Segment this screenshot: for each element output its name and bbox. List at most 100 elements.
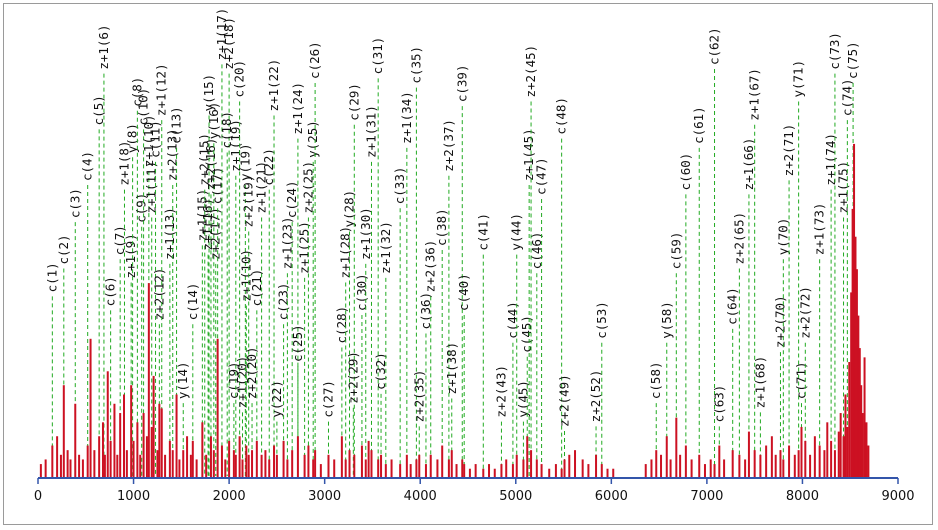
spectrum-bar bbox=[212, 450, 215, 478]
annotation-label: c(2) bbox=[56, 234, 71, 264]
annotation-label: y(22) bbox=[269, 380, 284, 418]
spectrum-bar bbox=[201, 422, 204, 478]
spectrum-bar bbox=[830, 440, 833, 478]
annotation-label: c(38) bbox=[434, 208, 449, 246]
spectrum-bar bbox=[554, 464, 557, 478]
annotation-label: y(28) bbox=[342, 190, 357, 228]
annotation-label: c(32) bbox=[373, 352, 388, 390]
spectrum-bar bbox=[51, 445, 54, 478]
spectrum-bar bbox=[103, 454, 106, 478]
spectrum-bar bbox=[415, 459, 418, 478]
annotation-label: c(19) bbox=[226, 361, 241, 399]
spectrum-bar bbox=[319, 464, 322, 478]
annotation-label: c(61) bbox=[691, 106, 706, 144]
spectrum-bar bbox=[291, 450, 294, 478]
annotation-label: z+1(17) bbox=[214, 8, 229, 61]
annotation-label: y(70) bbox=[775, 218, 790, 256]
spectrum-bar bbox=[81, 459, 84, 478]
spectrum-bar bbox=[655, 450, 658, 478]
spectrum-bar bbox=[788, 445, 791, 478]
spectrum-bar bbox=[675, 417, 678, 478]
spectrum-bar bbox=[158, 403, 161, 478]
annotation-label: z+1(10) bbox=[141, 114, 156, 167]
annotation-label: c(35) bbox=[408, 46, 423, 84]
spectrum-bar bbox=[779, 450, 782, 478]
spectrum-bar bbox=[191, 440, 194, 478]
spectrum-bar bbox=[353, 454, 356, 478]
spectrum-bar bbox=[113, 403, 116, 478]
annotation-label: z+1(22) bbox=[266, 59, 281, 112]
spectrum-bar bbox=[813, 436, 816, 478]
spectrum-bar bbox=[837, 431, 840, 478]
spectrum-bar bbox=[132, 440, 135, 478]
x-tick-label: 2000 bbox=[213, 489, 246, 504]
annotation-label: c(45) bbox=[519, 315, 534, 353]
annotation-label: y(25) bbox=[305, 120, 320, 158]
annotation-label: z+1(38) bbox=[444, 342, 459, 395]
annotation-label: z+2(45) bbox=[523, 45, 538, 98]
annotation-label: z+2(37) bbox=[441, 119, 456, 172]
annotation-label: c(40) bbox=[456, 273, 471, 311]
spectrum-bar bbox=[424, 464, 427, 478]
annotation-label: c(26) bbox=[307, 41, 322, 79]
annotation-label: c(63) bbox=[711, 385, 726, 423]
spectrum-bar bbox=[600, 464, 603, 478]
spectrum-bar bbox=[145, 436, 148, 478]
spectrum-bar bbox=[224, 459, 227, 478]
spectrum-bar bbox=[450, 450, 453, 478]
spectrum-bar bbox=[86, 445, 89, 478]
spectrum-bar bbox=[364, 459, 367, 478]
annotation-label: z+2(72) bbox=[797, 286, 812, 339]
spectrum-bar bbox=[142, 413, 145, 478]
annotation-label: c(41) bbox=[475, 213, 490, 251]
annotation-label: z+1(13) bbox=[162, 207, 177, 260]
spectrum-bar bbox=[152, 375, 155, 478]
annotation-label: c(9) bbox=[134, 193, 149, 223]
spectrum-bar bbox=[461, 459, 464, 478]
annotation-label: y(15) bbox=[201, 74, 216, 112]
annotation-label: z+2(17) bbox=[208, 207, 223, 260]
spectrum-bar bbox=[168, 440, 171, 478]
spectrum-bar bbox=[119, 413, 122, 478]
annotation-label: c(62) bbox=[707, 27, 722, 65]
spectrum-bar bbox=[848, 362, 851, 478]
spectrum-bar bbox=[568, 454, 571, 478]
spectrum-bar bbox=[380, 454, 383, 478]
annotation-label: z+1(34) bbox=[399, 91, 414, 144]
spectrum-bar bbox=[178, 459, 181, 478]
annotation-label: c(18) bbox=[219, 111, 234, 149]
annotation-label: z+2(15) bbox=[197, 133, 212, 186]
spectrum-bar bbox=[844, 394, 847, 478]
annotation-label: c(27) bbox=[320, 380, 335, 418]
spectrum-bar bbox=[156, 450, 159, 478]
spectrum-bar bbox=[409, 464, 412, 478]
spectrum-bar bbox=[713, 464, 716, 478]
annotation-label: z+2(71) bbox=[781, 124, 796, 177]
spectrum-bar bbox=[867, 445, 870, 478]
spectrum-bar bbox=[275, 454, 278, 478]
annotation-label: z+2(29) bbox=[345, 351, 360, 404]
bars-layer bbox=[39, 143, 870, 479]
spectrum-bar bbox=[340, 436, 343, 478]
x-tick-label: 1000 bbox=[117, 489, 150, 504]
spectrum-bar bbox=[109, 440, 112, 478]
spectrum-bar bbox=[66, 450, 69, 478]
annotation-label: y(16) bbox=[206, 102, 221, 140]
spectrum-bar bbox=[296, 436, 299, 478]
annotation-label: z+1(12) bbox=[154, 63, 169, 116]
annotation-label: z+1(31) bbox=[363, 105, 378, 158]
spectrum-bar bbox=[228, 440, 231, 478]
spectrum-bar bbox=[260, 454, 263, 478]
spectrum-bar bbox=[234, 454, 237, 478]
spectrum-bar bbox=[854, 236, 857, 478]
spectrum-bar bbox=[563, 459, 566, 478]
spectrum-bar bbox=[264, 450, 267, 478]
spectrum-bar bbox=[186, 436, 189, 478]
spectrum-bar bbox=[106, 371, 109, 478]
spectrum-bar bbox=[526, 436, 529, 478]
annotation-label: z+2(12) bbox=[151, 268, 166, 321]
spectrum-bar bbox=[255, 440, 258, 478]
annotation-label: z+1(11) bbox=[144, 161, 159, 214]
spectrum-bar bbox=[247, 454, 250, 478]
annotation-layer: c(1)c(2) c(3) c(4) c(5) z+1(6) c(6) c(7) z+1(8)… bbox=[44, 8, 860, 476]
